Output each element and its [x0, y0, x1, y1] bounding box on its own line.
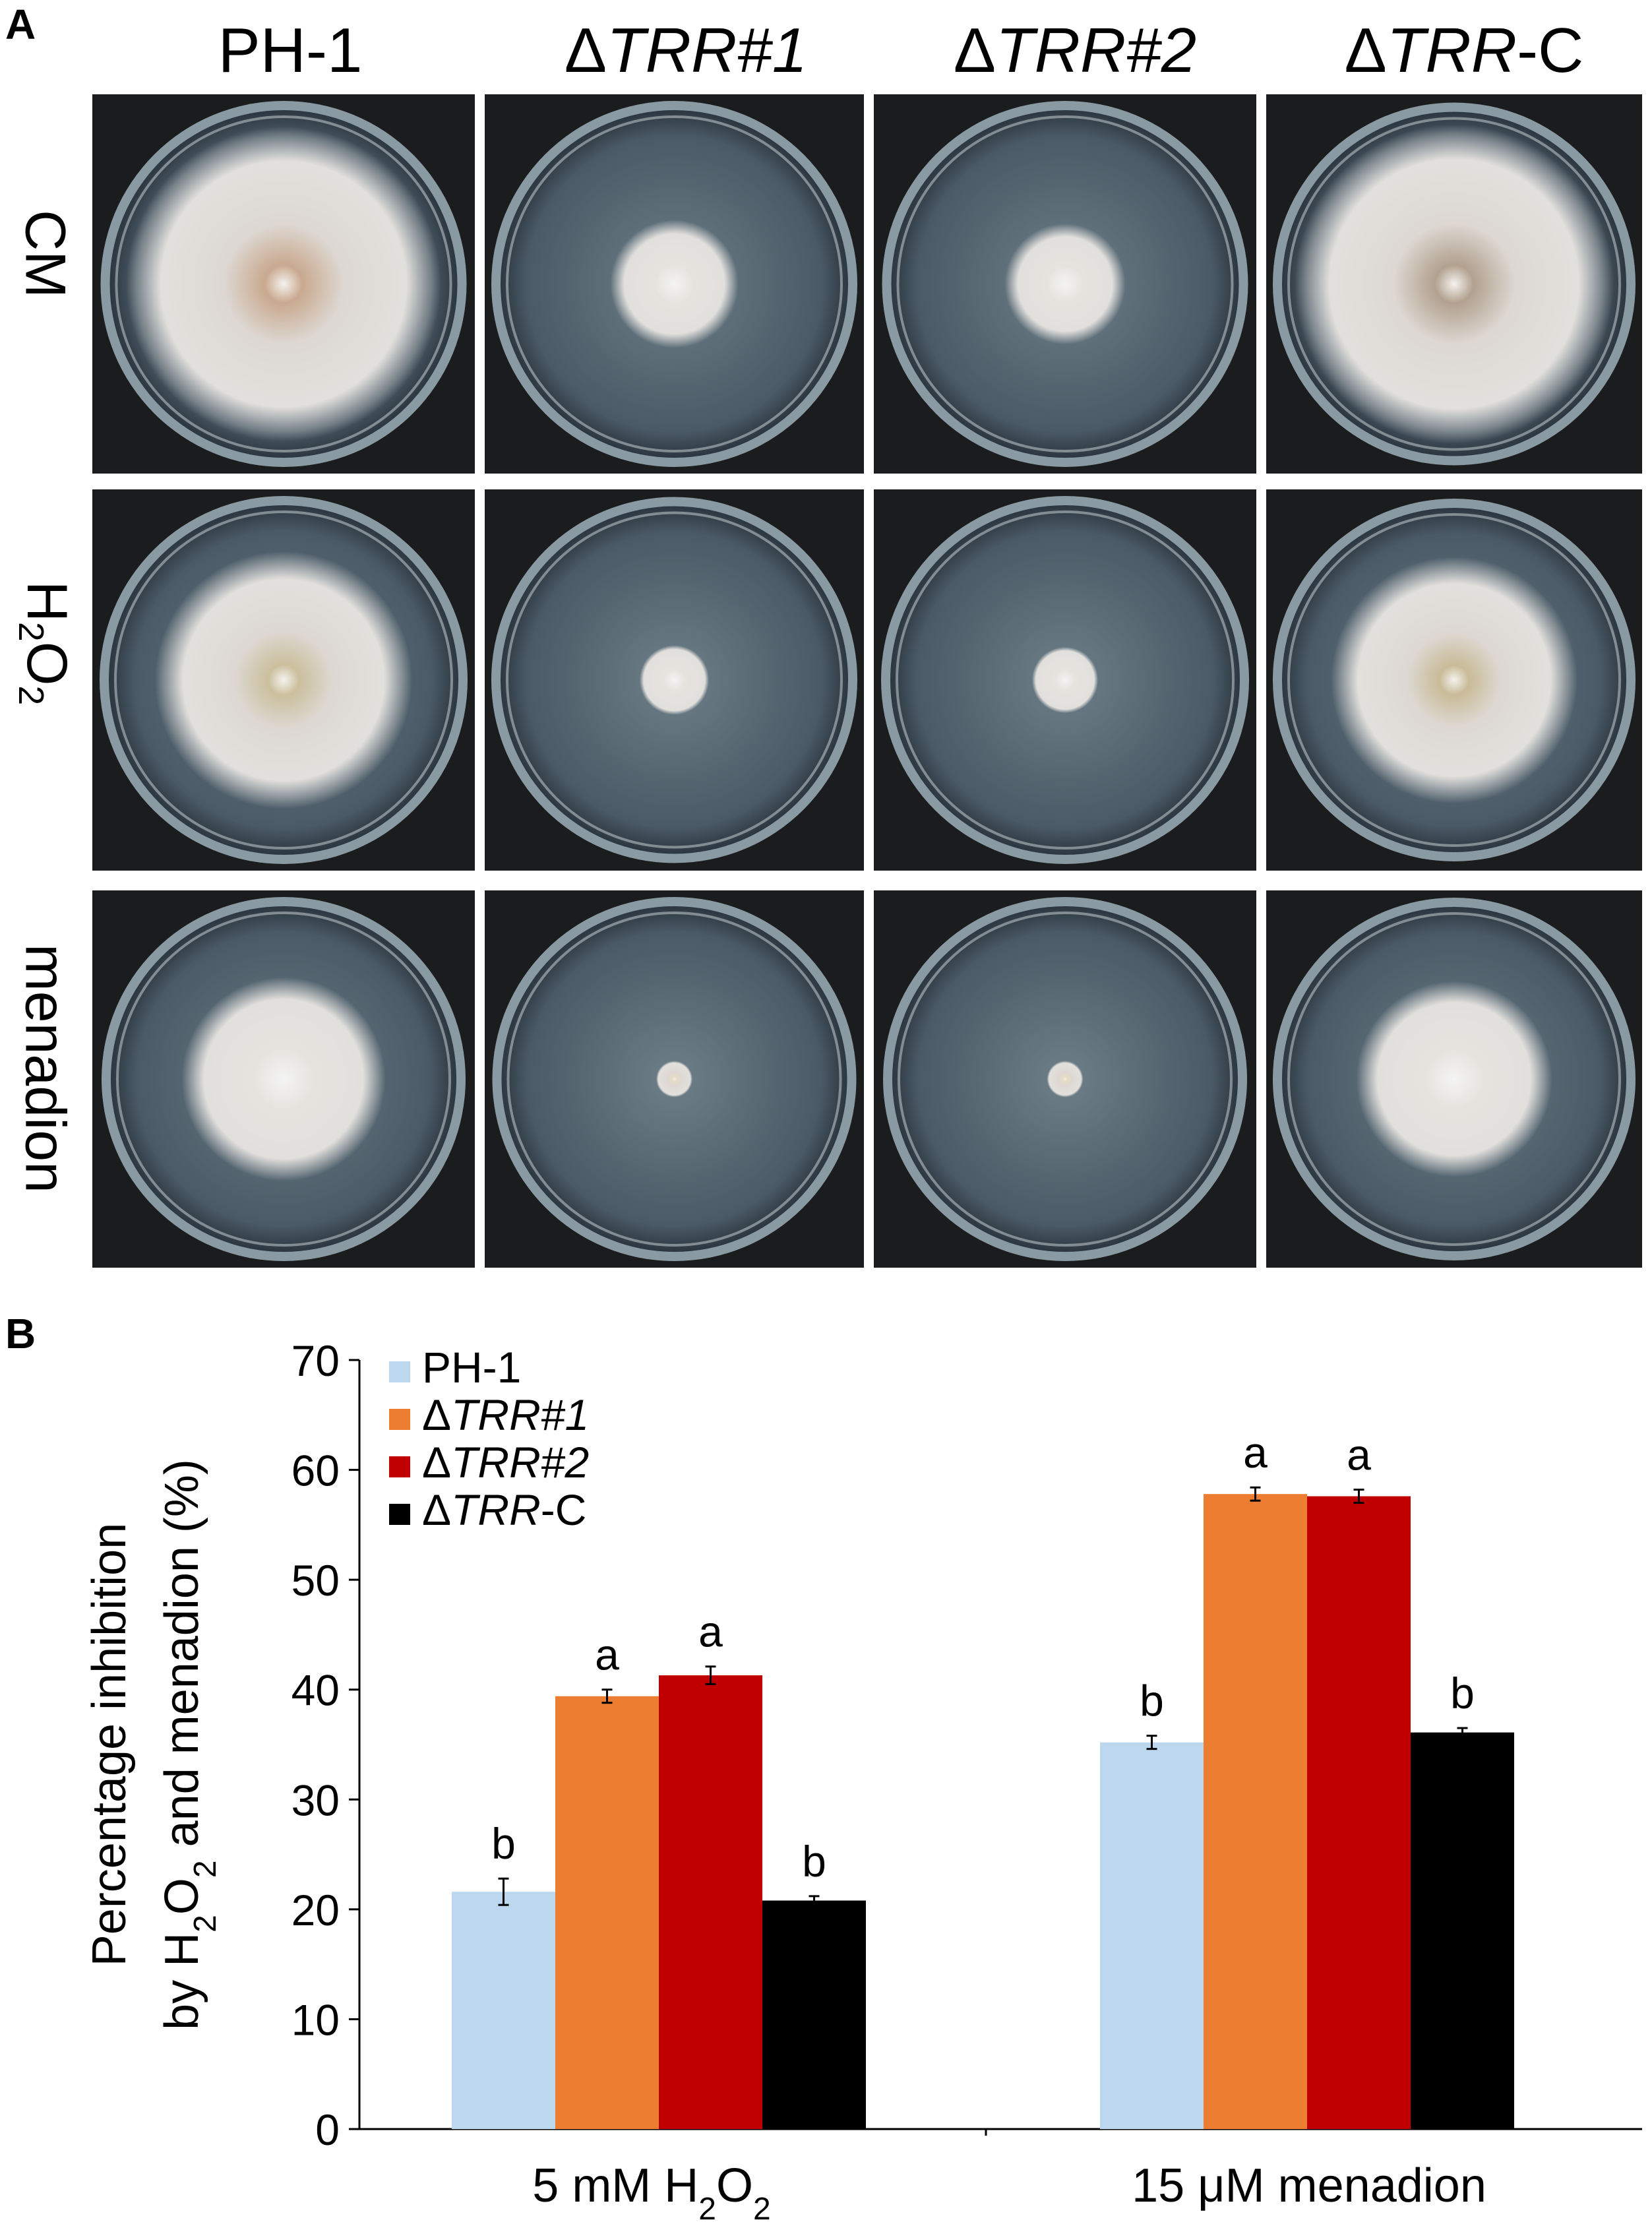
fungal-colony: [1031, 646, 1099, 714]
dish-inner-rim: [1287, 513, 1621, 847]
significance-letter: a: [1347, 1431, 1371, 1479]
column-header-trr1: ΔTRR#1: [564, 15, 808, 86]
bar: [1204, 1494, 1307, 2129]
y-tick-label: 60: [291, 1446, 340, 1495]
y-tick-label: 40: [291, 1666, 340, 1715]
petri-dish-photo: [1266, 489, 1642, 871]
petri-dish-photo: [92, 94, 475, 474]
fungal-colony: [610, 220, 739, 348]
significance-letter: b: [1140, 1677, 1164, 1725]
row-label-h2o2: H2O2: [11, 580, 79, 706]
fungal-colony: [656, 1061, 693, 1098]
petri-dish-photo: [874, 890, 1256, 1268]
bar: [1411, 1732, 1514, 2129]
petri-dish-photo: [485, 890, 864, 1268]
dish-inner-rim: [116, 912, 451, 1247]
fungal-colony: [1356, 981, 1552, 1177]
y-tick-label: 20: [291, 1886, 340, 1934]
dish-inner-rim: [506, 511, 843, 849]
column-header-trr2: ΔTRR#2: [953, 15, 1197, 86]
bar: [555, 1696, 659, 2129]
fungal-colony: [1047, 1061, 1084, 1098]
petri-dish-photo: [92, 890, 475, 1268]
fungal-colony: [154, 551, 413, 809]
legend-swatch: [389, 1409, 410, 1430]
significance-letter: b: [1450, 1669, 1475, 1717]
row-label-cm: CM: [13, 210, 77, 298]
dish-inner-rim: [896, 511, 1235, 850]
petri-dish-photo: [485, 94, 864, 474]
legend-label: ΔTRR#2: [422, 1438, 589, 1487]
bar: [452, 1892, 555, 2129]
petri-dish-photo: [92, 489, 475, 871]
legend-label: ΔTRR#1: [422, 1390, 589, 1439]
fungal-colony: [126, 126, 441, 442]
legend-label: ΔTRR-C: [422, 1485, 586, 1534]
y-tick-label: 50: [291, 1556, 340, 1605]
fungal-colony: [1004, 223, 1126, 345]
fungal-colony: [181, 977, 386, 1181]
legend-label: PH-1: [422, 1343, 521, 1392]
panel-b-letter: B: [5, 1310, 36, 1357]
y-tick-label: 30: [291, 1776, 340, 1824]
significance-letter: b: [802, 1837, 826, 1886]
petri-dish-photo: [485, 489, 864, 871]
fungal-colony: [1295, 124, 1614, 444]
significance-letter: a: [1243, 1428, 1268, 1477]
y-tick-label: 10: [291, 1995, 340, 2044]
dish-inner-rim: [114, 511, 453, 850]
bar: [1307, 1496, 1411, 2129]
bar: [659, 1675, 762, 2129]
dish-inner-rim: [896, 115, 1234, 452]
y-axis-label-line1: Percentage inhibition: [83, 1523, 136, 1966]
y-axis-label-line2: by H2O2 and menadion (%): [156, 1459, 223, 2030]
column-header-ph1: PH-1: [218, 15, 363, 86]
fungal-colony: [639, 645, 710, 715]
x-category-label: 15 μM menadion: [1132, 2159, 1486, 2212]
fungal-colony: [1331, 557, 1577, 803]
dish-inner-rim: [898, 912, 1233, 1247]
petri-dish-photo: [1266, 94, 1642, 474]
bar-chart: 0 10 20 30 40 50 60 70 Percentage inhibition by H…: [83, 1336, 1642, 2227]
bar: [762, 1900, 866, 2129]
petri-dish-photo: [1266, 890, 1642, 1268]
dish-inner-rim: [1287, 117, 1621, 451]
dish-inner-rim: [506, 115, 843, 452]
significance-letter: a: [698, 1607, 723, 1656]
panel-a-letter: A: [5, 1, 36, 48]
row-label-menadion: menadion: [13, 944, 77, 1193]
column-header-trr-c: ΔTRR-C: [1344, 15, 1584, 86]
significance-letter: a: [595, 1630, 619, 1679]
petri-dish-photo: [874, 489, 1256, 871]
dish-inner-rim: [115, 115, 452, 452]
legend-swatch: [389, 1456, 410, 1477]
legend-swatch: [389, 1504, 410, 1525]
legend-swatch: [389, 1361, 410, 1382]
dish-inner-rim: [506, 912, 842, 1247]
y-tick-label: 0: [315, 2105, 340, 2154]
y-tick-label: 70: [291, 1336, 340, 1385]
significance-letter: b: [491, 1819, 516, 1868]
bar: [1100, 1742, 1204, 2129]
dish-inner-rim: [1287, 912, 1621, 1246]
petri-dish-photo: [874, 94, 1256, 474]
x-category-label: 5 mM H2O2: [532, 2159, 770, 2227]
